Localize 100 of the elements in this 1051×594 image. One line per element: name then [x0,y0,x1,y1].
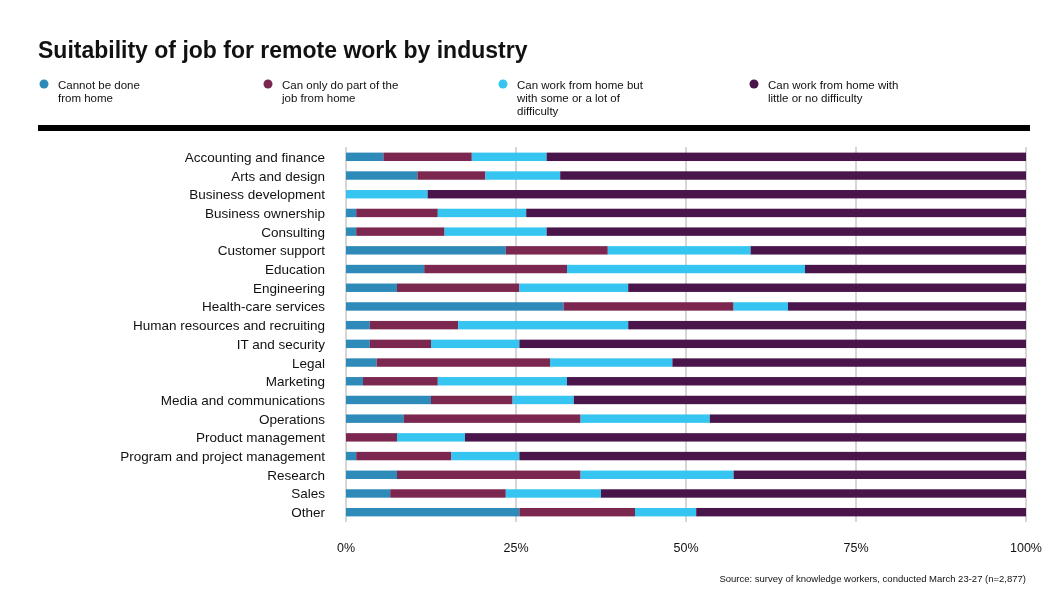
bar [431,339,520,349]
bar [788,302,1026,311]
bar [628,283,1026,292]
bar [444,227,547,236]
bar [346,433,397,442]
bar [485,171,561,180]
bar [437,208,527,218]
y-tick-label: Human resources and recruiting [132,318,325,334]
bar [346,208,357,218]
y-tick-label: Legal [291,355,325,371]
y-tick-label: Accounting and finance [184,149,325,165]
bar [546,152,1026,162]
bar [356,208,438,218]
bar [346,320,370,330]
bar [356,227,445,236]
bar [369,339,431,349]
y-tick-label: Operations [258,411,326,427]
bar [346,507,520,517]
y-tick-label: Sales [291,486,326,502]
bar [346,152,384,162]
bar [546,227,1026,236]
legend-label: Cannot be done from home [58,79,140,104]
bar [505,246,608,255]
bar [390,489,506,498]
bar [709,414,1026,423]
bar [346,395,431,405]
bar [417,171,486,180]
source-note: Source: survey of knowledge workers, conducted March 23-27 (n=2,877) [719,573,1026,584]
bar [505,489,601,498]
y-tick-label: Other [291,505,326,521]
x-tick-label: 25% [503,541,529,555]
bar [580,470,734,479]
bar [805,264,1026,274]
bar [346,264,425,274]
bar [346,358,377,367]
y-tick-label: Marketing [265,374,325,390]
bar [431,395,513,405]
bar [696,507,1026,517]
bar [519,507,635,517]
bar [346,414,404,423]
bar [560,171,1026,180]
y-tick-label: Program and project management [120,449,326,465]
bar [427,190,1026,199]
bar [346,227,357,236]
bar [346,246,506,255]
bar [580,414,710,423]
bar [356,451,452,461]
bar [369,320,459,330]
bar [750,246,1026,255]
bar [567,377,1026,386]
chart-title: Suitability of job for remote work by industry [38,37,528,63]
bar [512,395,574,405]
bar [363,377,438,386]
bar [346,489,391,498]
y-tick-label: Product management [195,430,326,446]
bar [471,152,547,162]
bar [346,377,363,386]
bar [437,377,567,386]
bar [526,208,1026,218]
y-tick-label: Education [264,262,325,278]
bar [397,470,581,479]
bar [550,358,673,367]
bar [733,302,788,311]
bar [519,339,1026,349]
bar [563,302,734,311]
x-tick-label: 75% [843,541,869,555]
x-tick-label: 100% [1010,541,1042,555]
y-tick-label: Business development [189,187,326,203]
bar [601,489,1026,498]
bar [458,320,629,330]
bar [451,451,520,461]
bar [397,283,520,292]
bar [465,433,1026,442]
bar [346,339,370,349]
bar [346,470,397,479]
y-tick-label: Engineering [252,280,325,296]
legend-label: Can work from home with little or no difficulty [768,79,899,104]
bar [346,190,428,199]
bar [346,283,397,292]
legend-label: Can only do part of the job from home [281,79,399,104]
bar [519,283,629,292]
bar [376,358,550,367]
y-tick-label: Research [267,467,325,483]
bar [567,264,805,274]
y-tick-label: Arts and design [231,168,325,184]
bar [519,451,1026,461]
bar [628,320,1026,330]
bar [383,152,472,162]
y-tick-label: Media and communications [160,392,326,408]
bar [573,395,1026,405]
y-tick-label: Health-care services [201,299,326,315]
y-tick-label: Business ownership [204,205,325,221]
y-tick-label: Customer support [217,243,326,259]
bar [607,246,751,255]
bar [672,358,1026,367]
bar [403,414,581,423]
bar [346,451,357,461]
bar [346,302,564,311]
bar [635,507,697,517]
y-tick-label: IT and security [236,336,326,352]
